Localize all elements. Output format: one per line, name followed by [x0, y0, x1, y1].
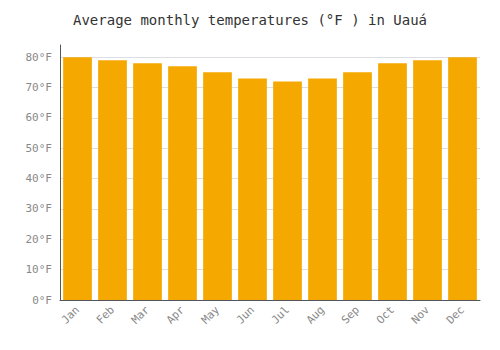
svg-text:10°F: 10°F [26, 263, 53, 276]
svg-text:30°F: 30°F [26, 202, 53, 215]
svg-text:50°F: 50°F [26, 142, 53, 155]
svg-text:Dec: Dec [444, 303, 467, 326]
svg-text:Jan: Jan [59, 303, 82, 326]
svg-text:70°F: 70°F [26, 81, 53, 94]
svg-text:Jul: Jul [269, 303, 292, 326]
svg-text:20°F: 20°F [26, 233, 53, 246]
svg-text:May: May [199, 303, 222, 326]
svg-text:Nov: Nov [409, 303, 432, 326]
svg-text:Sep: Sep [339, 303, 362, 326]
svg-text:Mar: Mar [129, 303, 152, 326]
svg-text:Feb: Feb [94, 303, 117, 326]
svg-text:Average monthly temperatures (: Average monthly temperatures (°F ) in Ua… [73, 12, 427, 28]
svg-text:Oct: Oct [374, 303, 397, 326]
svg-text:Aug: Aug [304, 303, 327, 326]
svg-text:60°F: 60°F [26, 111, 53, 124]
svg-text:0°F: 0°F [32, 294, 52, 307]
svg-text:40°F: 40°F [26, 172, 53, 185]
svg-text:Jun: Jun [234, 303, 257, 326]
svg-text:80°F: 80°F [26, 51, 53, 64]
svg-text:Apr: Apr [164, 303, 187, 326]
